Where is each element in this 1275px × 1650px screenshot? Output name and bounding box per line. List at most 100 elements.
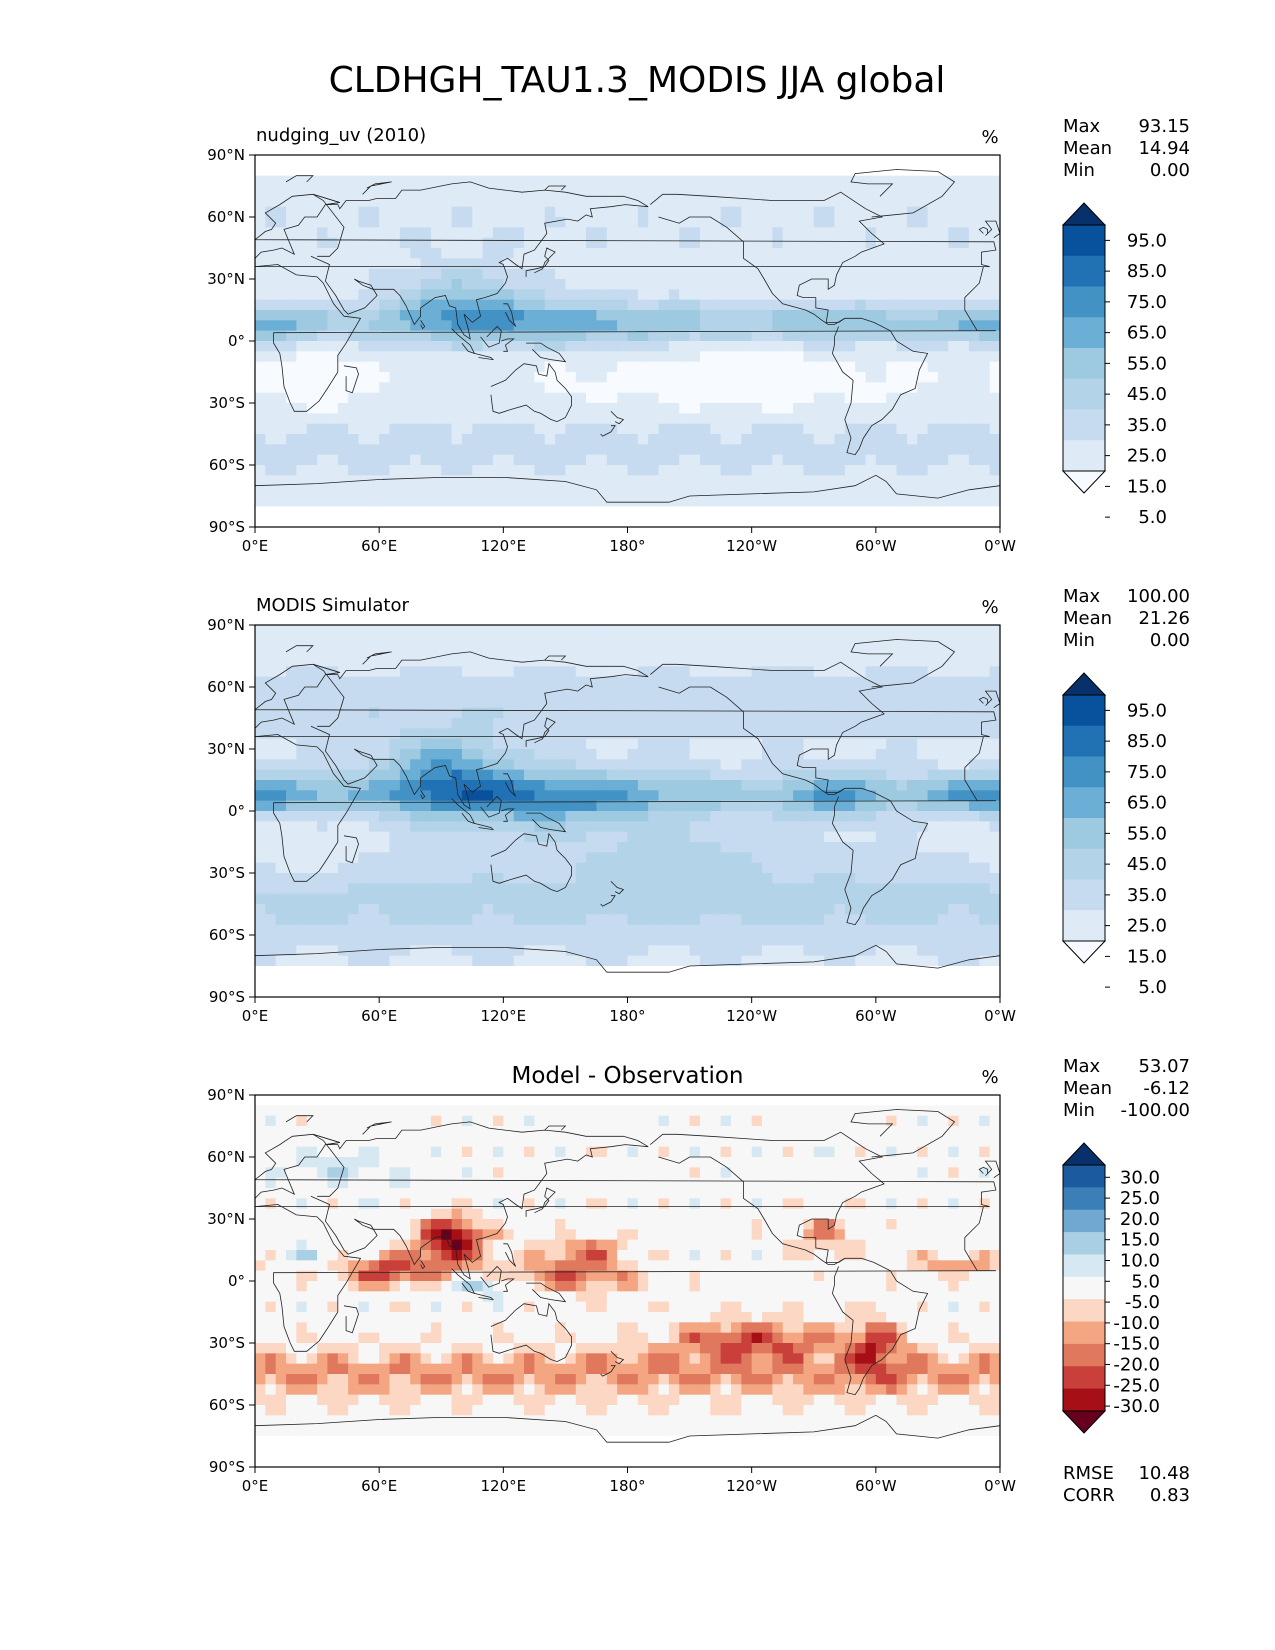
- heat-cell: [389, 749, 401, 760]
- heat-cell: [317, 351, 329, 363]
- heat-cell: [441, 155, 453, 166]
- heat-cell: [586, 759, 598, 771]
- heat-cell: [430, 821, 442, 833]
- heat-cell: [555, 645, 567, 657]
- heat-cell: [658, 341, 670, 352]
- heat-cell: [968, 749, 980, 760]
- heat-cell: [968, 516, 980, 527]
- heat-cell: [606, 687, 618, 698]
- heat-cell: [865, 676, 877, 688]
- heat-cell: [637, 434, 649, 445]
- heat-cell: [937, 279, 949, 290]
- heat-cell: [389, 279, 401, 290]
- heat-cell: [741, 341, 753, 352]
- heat-cell: [927, 759, 939, 771]
- heat-cell: [441, 330, 453, 342]
- heat-cell: [689, 811, 701, 822]
- heat-cell: [679, 769, 691, 781]
- heat-cell: [472, 749, 484, 760]
- heat-cell: [420, 361, 432, 373]
- heat-cell: [637, 738, 649, 750]
- heat-cell: [875, 873, 887, 884]
- heat-cell: [441, 873, 453, 884]
- heat-cell: [679, 800, 691, 812]
- heat-cell: [668, 831, 680, 843]
- heat-cell: [482, 454, 494, 466]
- heat-cell: [451, 728, 463, 740]
- heat-cell: [368, 454, 380, 466]
- heat-cell: [255, 227, 266, 239]
- heat-cell: [886, 392, 898, 404]
- heat-cell: [979, 403, 991, 414]
- heat-cell: [896, 945, 908, 957]
- heat-cell: [296, 289, 308, 301]
- heat-cell: [886, 687, 898, 698]
- heat-cell: [399, 454, 411, 466]
- heat-cell: [544, 423, 556, 435]
- heat-cell: [399, 759, 411, 771]
- heat-cell: [317, 310, 329, 321]
- heat-cell: [834, 893, 846, 905]
- heat-cell: [968, 780, 980, 791]
- heat-cell: [948, 196, 960, 208]
- heat-cell: [679, 248, 691, 259]
- heat-cell: [855, 423, 867, 435]
- heat-cell: [865, 904, 877, 915]
- heat-cell: [472, 718, 484, 729]
- heat-cell: [917, 676, 929, 688]
- heat-cell: [420, 258, 432, 270]
- heat-cell: [699, 883, 711, 895]
- heat-cell: [710, 780, 722, 791]
- heat-cell: [389, 759, 401, 771]
- heat-cell: [544, 351, 556, 363]
- heat-cell: [617, 676, 629, 688]
- heat-cell: [255, 697, 266, 709]
- heat-cell: [482, 248, 494, 259]
- heat-cell: [358, 248, 370, 259]
- heat-cell: [689, 506, 701, 518]
- heat-cell: [492, 718, 504, 729]
- heat-cell: [679, 465, 691, 476]
- heat-cell: [720, 372, 732, 383]
- heat-cell: [461, 707, 473, 719]
- heat-cell: [524, 873, 535, 884]
- heat-cell: [617, 687, 629, 698]
- heat-cell: [606, 625, 618, 636]
- heat-cell: [886, 496, 898, 507]
- heat-cell: [824, 749, 836, 760]
- heat-cell: [937, 268, 949, 280]
- heat-cell: [730, 310, 742, 321]
- heat-cell: [637, 516, 649, 527]
- heat-cell: [275, 852, 287, 864]
- heat-cell: [762, 893, 773, 905]
- heat-cell: [720, 924, 732, 936]
- heat-cell: [896, 175, 908, 187]
- heat-cell: [358, 718, 370, 729]
- heat-cell: [772, 728, 784, 740]
- heat-cell: [710, 372, 722, 383]
- heat-cell: [699, 749, 711, 760]
- heat-cell: [368, 258, 380, 270]
- heat-cell: [275, 382, 287, 394]
- heat-cell: [958, 904, 970, 915]
- coastline: [525, 247, 556, 277]
- heat-cell: [906, 852, 918, 864]
- heat-cell: [565, 496, 577, 507]
- heat-cell: [596, 780, 608, 791]
- heat-cell: [513, 289, 525, 301]
- heat-cell: [358, 935, 370, 946]
- heat-cell: [586, 914, 598, 926]
- heat-cell: [296, 883, 308, 895]
- heat-cell: [668, 904, 680, 915]
- heat-cell: [306, 904, 318, 915]
- heat-cell: [544, 676, 556, 688]
- heat-cell: [958, 625, 970, 636]
- heat-cell: [596, 656, 608, 667]
- heat-cell: [472, 237, 484, 249]
- heat-cell: [906, 155, 918, 166]
- heat-cell: [327, 351, 339, 363]
- heat-cell: [296, 862, 308, 874]
- heat-cell: [730, 413, 742, 425]
- heat-cell: [720, 831, 732, 843]
- heat-cell: [596, 645, 608, 657]
